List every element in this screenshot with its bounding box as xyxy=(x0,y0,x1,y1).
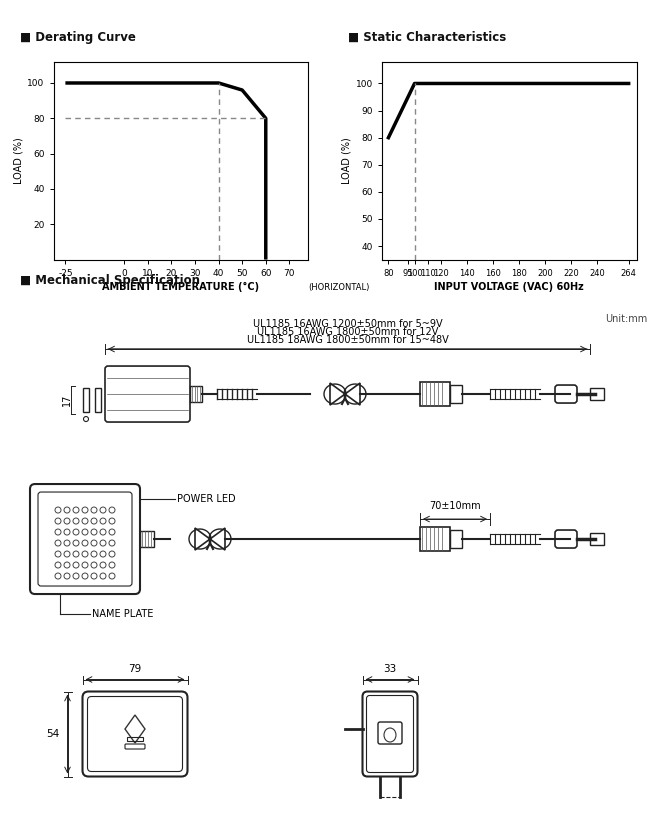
X-axis label: AMBIENT TEMPERATURE (°C): AMBIENT TEMPERATURE (°C) xyxy=(103,282,259,292)
Bar xyxy=(590,388,604,400)
Text: Unit:mm: Unit:mm xyxy=(605,314,647,324)
Bar xyxy=(127,737,143,741)
X-axis label: INPUT VOLTAGE (VAC) 60Hz: INPUT VOLTAGE (VAC) 60Hz xyxy=(434,282,584,292)
Y-axis label: LOAD (%): LOAD (%) xyxy=(13,138,23,184)
Bar xyxy=(95,388,101,412)
Y-axis label: LOAD (%): LOAD (%) xyxy=(342,138,352,184)
Text: (HORIZONTAL): (HORIZONTAL) xyxy=(308,283,370,293)
Bar xyxy=(590,533,604,545)
Text: ■ Static Characteristics: ■ Static Characteristics xyxy=(348,30,507,44)
Bar xyxy=(420,382,450,406)
Text: 70±10mm: 70±10mm xyxy=(429,501,481,511)
Text: ■ Derating Curve: ■ Derating Curve xyxy=(20,30,136,44)
Bar xyxy=(450,530,462,548)
Bar xyxy=(450,385,462,403)
Bar xyxy=(420,527,450,551)
Text: ■ Mechanical Specification: ■ Mechanical Specification xyxy=(20,274,200,287)
Text: NAME PLATE: NAME PLATE xyxy=(92,609,153,619)
Text: UL1185 16AWG 1800±50mm for 12V: UL1185 16AWG 1800±50mm for 12V xyxy=(257,327,438,337)
Text: POWER LED: POWER LED xyxy=(177,494,236,504)
Text: UL1185 16AWG 1200±50mm for 5~9V: UL1185 16AWG 1200±50mm for 5~9V xyxy=(253,319,442,329)
Bar xyxy=(190,386,202,402)
Bar xyxy=(83,388,89,412)
Bar xyxy=(140,531,154,547)
Text: 33: 33 xyxy=(383,663,397,673)
Text: 54: 54 xyxy=(46,729,60,739)
Text: 17: 17 xyxy=(62,394,72,406)
Text: UL1185 18AWG 1800±50mm for 15~48V: UL1185 18AWG 1800±50mm for 15~48V xyxy=(247,335,448,345)
Text: 79: 79 xyxy=(129,663,141,673)
